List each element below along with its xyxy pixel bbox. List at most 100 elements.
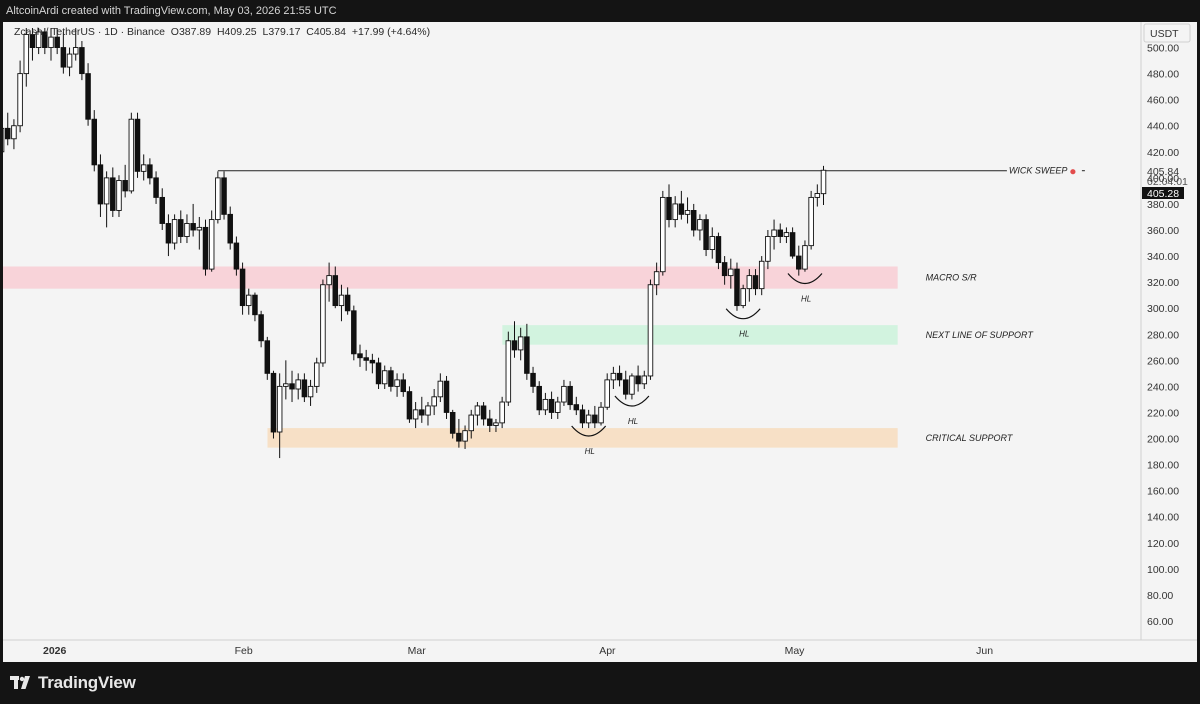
tradingview-logo[interactable]: TradingView (10, 673, 136, 693)
candle-2025-12-24[interactable] (3, 127, 5, 153)
candle-2026-03-18[interactable] (517, 336, 524, 351)
candle-2026-01-05[interactable] (72, 47, 79, 55)
candle-2026-02-24[interactable] (381, 370, 388, 385)
candle-2026-02-20[interactable] (357, 353, 363, 359)
candle-2026-02-08[interactable] (283, 383, 289, 387)
candle-2026-04-27[interactable] (765, 236, 771, 262)
candle-2026-01-17[interactable] (147, 164, 153, 179)
candle-2026-01-18[interactable] (153, 177, 159, 198)
candle-2026-01-28[interactable] (215, 177, 221, 221)
candle-2026-02-19[interactable] (351, 310, 357, 355)
candle-2026-01-10[interactable] (103, 177, 110, 205)
candle-2026-05-05[interactable] (814, 193, 821, 198)
candle-2026-02-07[interactable] (276, 385, 283, 433)
candle-2026-02-11[interactable] (301, 379, 308, 398)
candle-2026-02-18[interactable] (344, 294, 351, 312)
candle-2026-04-07[interactable] (641, 375, 648, 385)
candle-2026-05-04[interactable] (808, 196, 814, 247)
candle-2026-01-26[interactable] (202, 226, 209, 270)
candle-2026-01-13[interactable] (122, 180, 128, 192)
candle-2025-12-29[interactable] (29, 34, 36, 48)
candle-2026-03-23[interactable] (548, 398, 555, 413)
candle-2026-01-07[interactable] (85, 73, 91, 120)
candle-2026-02-06[interactable] (270, 372, 277, 433)
candle-2026-03-05[interactable] (437, 380, 444, 398)
candle-2025-12-28[interactable] (23, 34, 30, 75)
candle-2025-12-26[interactable] (11, 125, 17, 140)
candle-2026-04-02[interactable] (610, 372, 617, 381)
candle-2026-01-31[interactable] (233, 242, 240, 270)
candle-2026-03-07[interactable] (449, 412, 456, 434)
candle-2026-04-04[interactable] (622, 379, 629, 395)
zone-next-support[interactable] (502, 325, 898, 345)
candle-2026-03-06[interactable] (443, 380, 450, 413)
candle-2026-01-27[interactable] (208, 219, 215, 270)
candle-2026-04-22[interactable] (734, 268, 740, 307)
candle-2026-01-14[interactable] (128, 118, 135, 192)
candle-2026-01-06[interactable] (79, 47, 85, 75)
candle-2026-02-01[interactable] (239, 268, 246, 307)
alert-icon[interactable] (1070, 169, 1076, 175)
candle-2026-01-12[interactable] (116, 180, 122, 211)
chart-panel[interactable]: MACRO S/R NEXT LINE OF SUPPORT CRITICAL SU… (3, 22, 1197, 662)
zone-macro-sr[interactable] (3, 266, 898, 289)
candle-2026-02-23[interactable] (375, 362, 382, 385)
candle-2026-04-18[interactable] (709, 236, 716, 250)
candle-2025-12-27[interactable] (17, 73, 23, 127)
candle-2026-04-03[interactable] (616, 372, 623, 381)
candle-2026-01-29[interactable] (221, 177, 227, 215)
candle-2026-04-23[interactable] (740, 288, 746, 307)
candle-2026-04-21[interactable] (728, 268, 734, 277)
candle-2026-04-06[interactable] (635, 375, 641, 385)
candle-2026-04-11[interactable] (666, 196, 672, 221)
candle-2026-01-01[interactable] (48, 36, 54, 48)
candle-2026-01-04[interactable] (66, 53, 73, 68)
candle-2026-01-23[interactable] (184, 223, 190, 237)
candle-2026-01-30[interactable] (227, 213, 233, 244)
candle-2026-03-04[interactable] (431, 396, 437, 407)
candle-2026-02-21[interactable] (363, 357, 369, 361)
candle-2026-02-14[interactable] (320, 284, 326, 364)
candle-2026-02-25[interactable] (388, 370, 394, 387)
candle-2026-03-17[interactable] (511, 340, 518, 351)
candle-2026-03-20[interactable] (530, 372, 536, 387)
candle-2026-03-26[interactable] (567, 385, 573, 406)
hl-arc[interactable] (571, 425, 607, 437)
candle-2026-02-03[interactable] (252, 294, 258, 316)
candle-2026-02-22[interactable] (369, 359, 376, 364)
candle-2026-03-24[interactable] (555, 401, 561, 413)
candle-2026-03-31[interactable] (598, 406, 604, 424)
candle-2026-04-28[interactable] (771, 229, 777, 237)
candle-2026-03-11[interactable] (474, 405, 481, 416)
candle-2026-02-12[interactable] (307, 385, 314, 398)
candle-2026-03-03[interactable] (425, 405, 431, 416)
candle-2026-01-19[interactable] (159, 196, 165, 224)
candle-2026-04-19[interactable] (715, 236, 722, 264)
candle-2026-01-22[interactable] (178, 219, 184, 237)
candle-2026-04-25[interactable] (752, 275, 759, 290)
candle-2026-01-08[interactable] (91, 118, 98, 166)
candle-2026-04-30[interactable] (783, 232, 790, 237)
candle-2026-01-15[interactable] (134, 118, 141, 172)
candle-2026-03-30[interactable] (592, 414, 598, 424)
candle-2026-05-06[interactable] (820, 169, 827, 195)
candle-2025-12-30[interactable] (35, 31, 42, 48)
currency-box[interactable] (1143, 23, 1191, 43)
zone-critical-support[interactable] (267, 428, 898, 448)
candle-2026-04-29[interactable] (777, 229, 783, 237)
candle-2026-02-17[interactable] (338, 294, 345, 307)
candle-2026-03-02[interactable] (419, 409, 425, 416)
candle-2026-04-15[interactable] (690, 210, 697, 231)
candle-2026-03-01[interactable] (412, 409, 419, 420)
candle-2026-01-09[interactable] (97, 164, 104, 205)
hl-arc[interactable] (614, 395, 650, 407)
candle-2026-02-27[interactable] (400, 379, 407, 393)
candle-2026-04-10[interactable] (660, 196, 666, 273)
candle-2026-02-10[interactable] (295, 379, 301, 390)
candle-2026-03-08[interactable] (456, 432, 462, 442)
candle-2026-04-20[interactable] (721, 262, 728, 277)
candle-2026-02-02[interactable] (246, 294, 252, 307)
candle-2026-02-28[interactable] (406, 391, 413, 420)
candle-2026-04-14[interactable] (684, 210, 691, 215)
candle-2026-02-04[interactable] (258, 314, 264, 342)
